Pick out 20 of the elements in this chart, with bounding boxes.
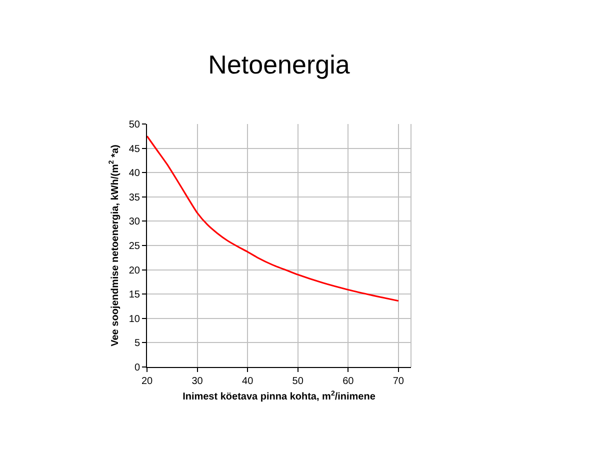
x-tick-label: 40 <box>242 376 254 387</box>
chart-title: Netoenergia <box>208 49 350 80</box>
y-tick-label: 50 <box>128 120 140 130</box>
y-tick-label: 10 <box>128 314 140 325</box>
x-tick-label: 20 <box>141 376 153 387</box>
y-tick-label: 30 <box>128 216 140 228</box>
y-tick-label: 20 <box>128 265 140 276</box>
line-series <box>147 135 400 302</box>
y-tick-label: 40 <box>128 168 140 180</box>
y-tick-label: 45 <box>128 144 140 155</box>
y-tick-label: 5 <box>134 338 140 350</box>
x-tick-label: 60 <box>342 376 354 387</box>
y-tick-label: 15 <box>128 290 140 301</box>
y-tick-label: 25 <box>128 241 140 252</box>
x-axis-title: Inimest köetava pinna kohta, m$^{2}$/inimene <box>182 390 376 402</box>
y-tick-label: 0 <box>134 362 140 374</box>
x-tick-label: 30 <box>192 376 204 387</box>
x-tick-label: 70 <box>392 376 404 387</box>
x-tick-label: 50 <box>292 376 304 387</box>
y-tick-label: 35 <box>128 192 140 204</box>
